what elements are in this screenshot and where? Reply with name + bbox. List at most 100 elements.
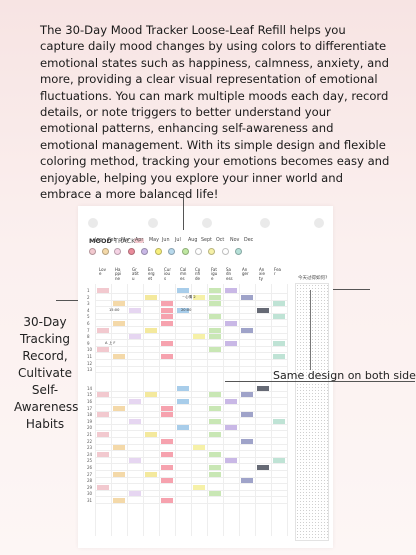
mood-mark[interactable] (273, 340, 285, 346)
mood-mark[interactable] (241, 478, 253, 484)
mood-mark[interactable] (209, 405, 221, 411)
mood-mark[interactable] (209, 418, 221, 424)
mood-color-dot[interactable] (89, 248, 96, 255)
mood-color-dot[interactable] (141, 248, 148, 255)
mood-mark[interactable] (257, 307, 269, 313)
month-aug[interactable]: Aug (188, 238, 198, 243)
mood-mark[interactable] (209, 465, 221, 470)
mood-mark[interactable] (209, 334, 221, 340)
mood-mark[interactable] (193, 334, 205, 340)
mood-mark[interactable] (225, 340, 237, 346)
mood-mark[interactable] (177, 307, 189, 313)
month-jul[interactable]: Jul (175, 238, 181, 243)
mood-mark[interactable] (161, 340, 173, 346)
mood-mark[interactable] (177, 288, 189, 293)
mood-mark[interactable] (193, 294, 205, 300)
month-may[interactable]: May (149, 238, 159, 243)
mood-mark[interactable] (129, 399, 141, 404)
mood-mark[interactable] (129, 491, 141, 497)
mood-mark[interactable] (161, 465, 173, 470)
mood-mark[interactable] (113, 471, 125, 477)
mood-color-dot[interactable] (195, 248, 202, 255)
mood-mark[interactable] (161, 438, 173, 444)
mood-mark[interactable] (225, 458, 237, 464)
notes-dotted-area[interactable] (295, 283, 329, 541)
mood-mark[interactable] (113, 405, 125, 411)
mood-color-dot[interactable] (128, 248, 135, 255)
mood-mark[interactable] (209, 314, 221, 320)
mood-mark[interactable] (209, 471, 221, 477)
mood-mark[interactable] (209, 432, 221, 437)
mood-mark[interactable] (177, 399, 189, 404)
month-feb[interactable]: Feb (108, 238, 117, 243)
mood-mark[interactable] (161, 314, 173, 320)
mood-mark[interactable] (241, 392, 253, 398)
month-oct[interactable]: Oct (216, 238, 225, 243)
mood-mark[interactable] (129, 458, 141, 464)
mood-mark[interactable] (145, 432, 157, 437)
mood-mark[interactable] (113, 445, 125, 451)
mood-mark[interactable] (97, 288, 109, 293)
mood-mark[interactable] (225, 399, 237, 404)
month-dec[interactable]: Dec (244, 238, 254, 243)
mood-mark[interactable] (161, 321, 173, 326)
mood-color-dot[interactable] (182, 248, 189, 255)
mood-color-dot[interactable] (235, 248, 242, 255)
mood-mark[interactable] (257, 385, 269, 391)
mood-mark[interactable] (241, 412, 253, 418)
mood-mark[interactable] (209, 301, 221, 307)
mood-mark[interactable] (257, 465, 269, 470)
mood-mark[interactable] (273, 314, 285, 320)
month-nov[interactable]: Nov (230, 238, 240, 243)
mood-mark[interactable] (193, 445, 205, 451)
mood-mark[interactable] (209, 327, 221, 333)
mood-mark[interactable] (97, 451, 109, 457)
mood-mark[interactable] (113, 498, 125, 503)
month-sept[interactable]: Sept (201, 238, 212, 243)
mood-mark[interactable] (145, 294, 157, 300)
mood-color-dot[interactable] (114, 248, 121, 255)
mood-mark[interactable] (97, 327, 109, 333)
mood-mark[interactable] (225, 425, 237, 431)
mood-color-dot[interactable] (168, 248, 175, 255)
mood-mark[interactable] (145, 392, 157, 398)
month-apr[interactable]: Apr (134, 238, 145, 243)
mood-mark[interactable] (97, 484, 109, 490)
mood-color-dot[interactable] (102, 248, 109, 255)
mood-mark[interactable] (161, 354, 173, 359)
mood-mark[interactable] (145, 327, 157, 333)
mood-mark[interactable] (113, 321, 125, 326)
mood-mark[interactable] (113, 354, 125, 359)
mood-mark[interactable] (241, 327, 253, 333)
mood-mark[interactable] (209, 451, 221, 457)
mood-mark[interactable] (273, 301, 285, 307)
mood-mark[interactable] (273, 418, 285, 424)
month-mar[interactable]: Mar (121, 238, 131, 243)
mood-mark[interactable] (113, 301, 125, 307)
mood-mark[interactable] (209, 294, 221, 300)
mood-color-dot[interactable] (208, 248, 215, 255)
mood-mark[interactable] (161, 301, 173, 307)
mood-mark[interactable] (97, 347, 109, 353)
mood-mark[interactable] (161, 498, 173, 503)
mood-mark[interactable] (241, 294, 253, 300)
mood-mark[interactable] (161, 412, 173, 418)
mood-mark[interactable] (209, 392, 221, 398)
mood-mark[interactable] (209, 288, 221, 293)
mood-color-dot[interactable] (222, 248, 229, 255)
mood-mark[interactable] (161, 307, 173, 313)
mood-mark[interactable] (225, 288, 237, 293)
mood-mark[interactable] (225, 321, 237, 326)
mood-mark[interactable] (209, 347, 221, 353)
mood-mark[interactable] (97, 392, 109, 398)
mood-mark[interactable] (209, 491, 221, 497)
month-jan[interactable]: Jan (95, 238, 103, 243)
mood-mark[interactable] (273, 354, 285, 359)
mood-mark[interactable] (273, 458, 285, 464)
mood-mark[interactable] (177, 385, 189, 391)
mood-mark[interactable] (241, 438, 253, 444)
mood-mark[interactable] (129, 334, 141, 340)
mood-mark[interactable] (129, 418, 141, 424)
mood-mark[interactable] (161, 451, 173, 457)
mood-mark[interactable] (97, 412, 109, 418)
